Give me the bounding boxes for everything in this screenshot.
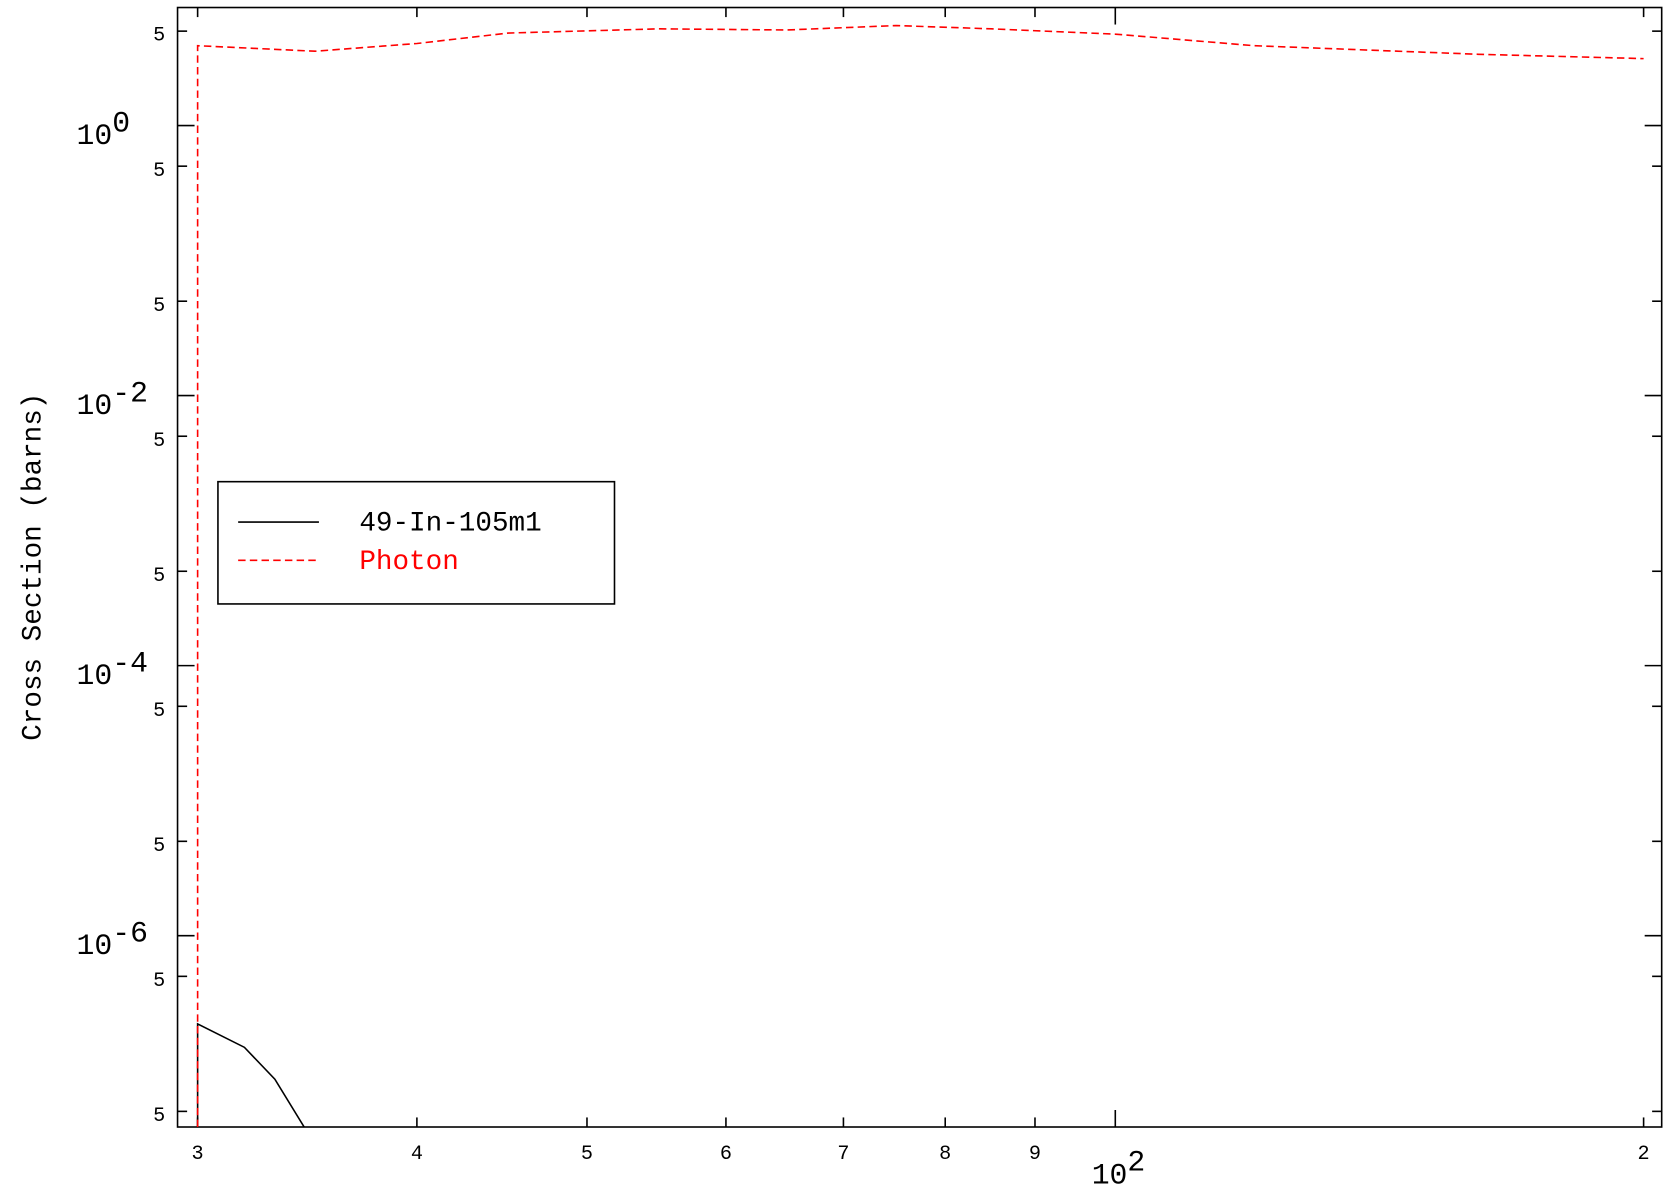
x-tick-label: 5	[581, 1143, 593, 1166]
series-line	[196, 24, 1644, 1128]
y-tick-label: 5	[153, 835, 165, 858]
y-axis-label: Cross Section (barns)	[18, 393, 49, 741]
y-tick-label: 5	[153, 700, 165, 723]
x-tick-label: 7	[837, 1143, 849, 1166]
x-tick-label: 9	[1029, 1143, 1041, 1166]
x-tick-label: 6	[720, 1143, 732, 1166]
y-tick-label: 5	[153, 1105, 165, 1128]
x-tick-label: 102	[1092, 1146, 1146, 1193]
x-tick-label: 4	[411, 1143, 423, 1166]
legend-label: 49-In-105m1	[359, 509, 541, 540]
x-tick-label: 8	[939, 1143, 951, 1166]
x-tick-label: 2	[1638, 1143, 1650, 1166]
y-tick-label: 10-6	[77, 916, 148, 963]
y-tick-label: 10-4	[77, 646, 148, 693]
legend-label: Photon	[359, 547, 458, 578]
y-tick-label: 5	[153, 295, 165, 318]
series-line	[196, 1022, 305, 1128]
y-tick-label: 10-2	[77, 376, 148, 423]
plot-frame	[176, 6, 1663, 1128]
y-tick-label: 5	[153, 430, 165, 453]
y-tick-label: 100	[77, 106, 131, 153]
y-tick-label: 5	[153, 970, 165, 993]
x-tick-label: 3	[192, 1143, 204, 1166]
y-tick-label: 5	[153, 25, 165, 48]
y-tick-label: 5	[153, 565, 165, 588]
y-tick-label: 5	[153, 160, 165, 183]
legend-box	[217, 480, 616, 605]
